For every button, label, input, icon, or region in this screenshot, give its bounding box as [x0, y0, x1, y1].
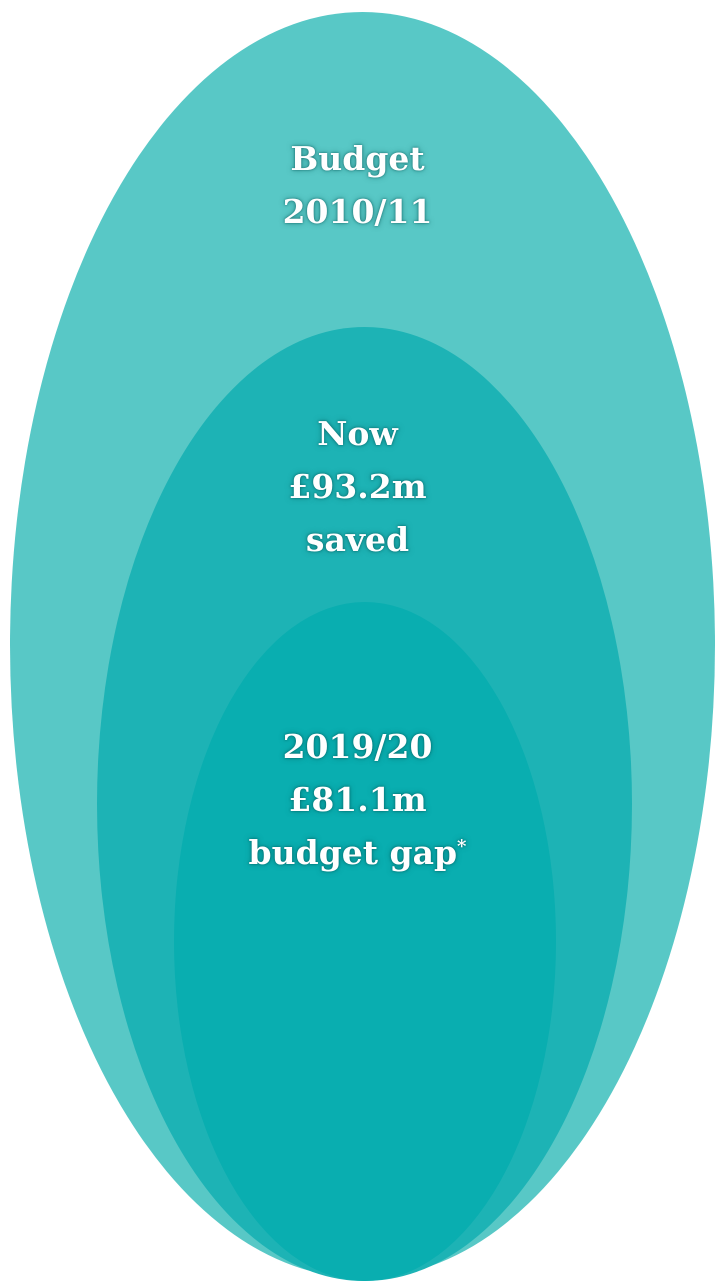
- inner-label: 2019/20 £81.1m budget gap*: [0, 720, 715, 879]
- inner-ellipse-budget-gap: [174, 602, 556, 1281]
- inner-label-line-2: £81.1m: [288, 780, 427, 819]
- outer-label-line-1: Budget: [290, 139, 425, 178]
- middle-label-line-2: £93.2m: [288, 467, 427, 506]
- inner-label-line-1: 2019/20: [282, 727, 433, 766]
- inner-label-line-3: budget gap*: [0, 826, 715, 879]
- footnote-marker: *: [457, 836, 467, 857]
- outer-label-line-2: 2010/11: [282, 192, 433, 231]
- outer-label: Budget 2010/11: [0, 132, 715, 238]
- middle-label: Now £93.2m saved: [0, 407, 715, 566]
- middle-label-line-1: Now: [317, 414, 398, 453]
- inner-label-line-3-text: budget gap: [248, 833, 458, 872]
- middle-label-line-3: saved: [305, 520, 410, 559]
